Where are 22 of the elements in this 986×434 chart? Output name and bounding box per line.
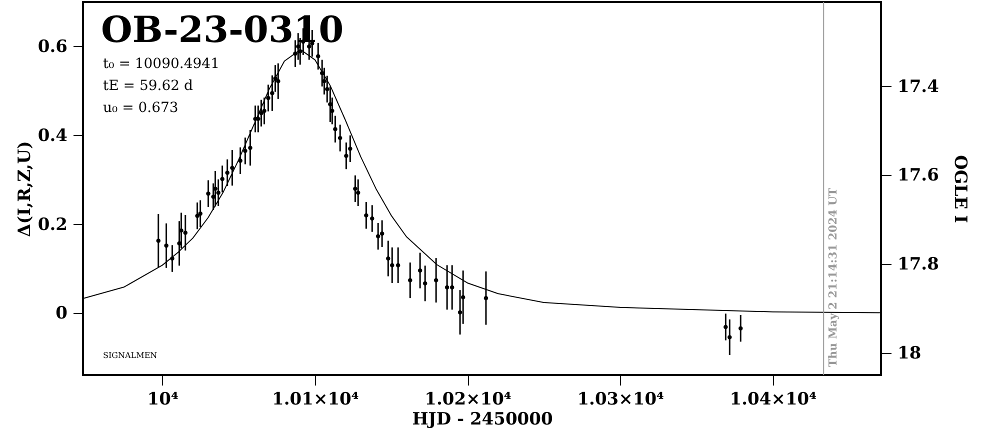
y2-tick-label: 17.8 xyxy=(898,254,939,274)
y-tick-label: 0.6 xyxy=(38,36,68,57)
annotation: u₀ = 0.673 xyxy=(103,100,178,116)
x-tick-label: 1.02×10⁴ xyxy=(424,390,512,410)
y2-tick-label: 17.6 xyxy=(898,166,939,186)
chart-title: OB-23-0310 xyxy=(101,9,344,51)
annotation: tE = 59.62 d xyxy=(103,78,194,94)
y-tick-label: 0 xyxy=(56,304,68,324)
annotation: SIGNALMEN xyxy=(103,351,158,360)
x-tick-label: 10⁴ xyxy=(147,390,178,410)
y-tick-label: 0.2 xyxy=(38,214,68,235)
x-tick-label: 1.04×10⁴ xyxy=(730,390,817,410)
y2-tick-label: 17.4 xyxy=(898,76,940,97)
y2-axis-title: OGLE I xyxy=(950,154,970,224)
x-axis-title: HJD - 2450000 xyxy=(412,410,553,430)
annotation: t₀ = 10090.4941 xyxy=(103,56,220,72)
x-tick-label: 1.01×10⁴ xyxy=(272,390,359,410)
y2-tick-label: 18 xyxy=(898,343,922,364)
annotation: Thu May 2 21:14:31 2024 UT xyxy=(826,187,840,367)
x-tick-label: 1.03×10⁴ xyxy=(577,390,664,410)
y-axis-title: Δ(I,R,Z,U) xyxy=(14,140,35,238)
y-tick-label: 0.4 xyxy=(38,126,68,146)
